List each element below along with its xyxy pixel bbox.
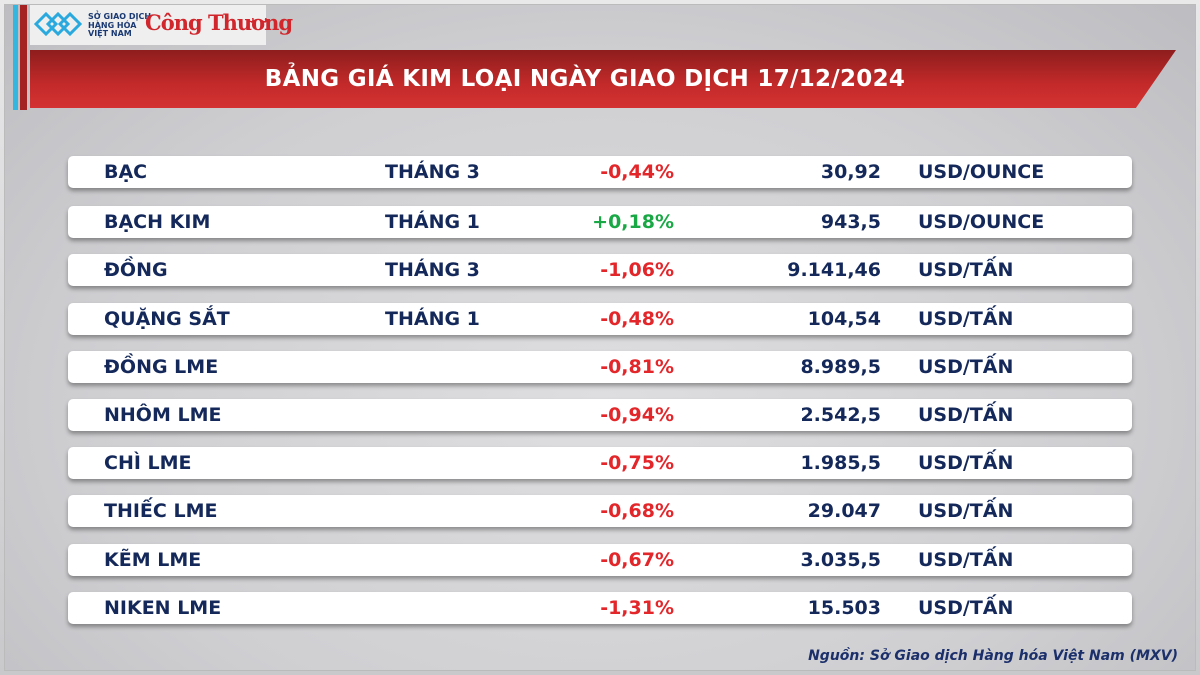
percent-change: -1,06%: [600, 259, 674, 281]
logo-line: VIỆT NAM: [88, 29, 132, 38]
percent-change: -0,81%: [600, 356, 674, 378]
table-row: NIKEN LME -1,31% 15.503 USD/TẤN: [68, 592, 1132, 624]
percent-change: -0,94%: [600, 404, 674, 426]
price-value: 29.047: [807, 500, 881, 522]
metal-name: BẠCH KIM: [104, 211, 211, 233]
price-unit: USD/TẤN: [918, 452, 1014, 474]
percent-change: -0,48%: [600, 308, 674, 330]
metal-name: KẼM LME: [104, 549, 202, 571]
price-unit: USD/TẤN: [918, 597, 1014, 619]
metal-name: QUẶNG SẮT: [104, 308, 230, 330]
logo-line: SỞ GIAO DỊCH: [88, 12, 152, 21]
newspaper-logo: Công Thương: [145, 10, 293, 35]
price-unit: USD/TẤN: [918, 356, 1014, 378]
price-value: 943,5: [820, 211, 881, 233]
price-unit: USD/TẤN: [918, 404, 1014, 426]
metal-name: CHÌ LME: [104, 452, 192, 474]
table-row: THIẾC LME -0,68% 29.047 USD/TẤN: [68, 495, 1132, 527]
percent-change: -0,68%: [600, 500, 674, 522]
price-unit: USD/OUNCE: [918, 211, 1045, 233]
contract-month: THÁNG 1: [385, 211, 480, 233]
price-unit: USD/TẤN: [918, 259, 1014, 281]
price-value: 30,92: [820, 161, 881, 183]
table-row: CHÌ LME -0,75% 1.985,5 USD/TẤN: [68, 447, 1132, 479]
table-row: ĐỒNG LME -0,81% 8.989,5 USD/TẤN: [68, 351, 1132, 383]
accent-stripe-blue: [13, 5, 18, 110]
price-value: 104,54: [807, 308, 881, 330]
source-note: Nguồn: Sở Giao dịch Hàng hóa Việt Nam (M…: [808, 648, 1178, 664]
metal-name: NHÔM LME: [104, 404, 222, 426]
table-row: NHÔM LME -0,94% 2.542,5 USD/TẤN: [68, 399, 1132, 431]
percent-change: -0,44%: [600, 161, 674, 183]
exchange-logo-text: SỞ GIAO DỊCH HÀNG HÓA VIỆT NAM: [88, 12, 152, 39]
price-value: 1.985,5: [800, 452, 881, 474]
mxv-logo-icon: [34, 12, 83, 36]
percent-change: -1,31%: [600, 597, 674, 619]
price-unit: USD/OUNCE: [918, 161, 1045, 183]
price-unit: USD/TẤN: [918, 308, 1014, 330]
price-value: 2.542,5: [800, 404, 881, 426]
table-row: BẠC THÁNG 3 -0,44% 30,92 USD/OUNCE: [68, 156, 1132, 188]
price-unit: USD/TẤN: [918, 549, 1014, 571]
metal-name: ĐỒNG LME: [104, 356, 219, 378]
price-value: 8.989,5: [800, 356, 881, 378]
logo-line: HÀNG HÓA: [88, 20, 137, 30]
accent-stripe-red: [20, 5, 27, 110]
table-row: ĐỒNG THÁNG 3 -1,06% 9.141,46 USD/TẤN: [68, 254, 1132, 286]
page-title: BẢNG GIÁ KIM LOẠI NGÀY GIAO DỊCH 17/12/2…: [264, 66, 906, 92]
contract-month: THÁNG 1: [385, 308, 480, 330]
contract-month: THÁNG 3: [385, 161, 480, 183]
price-value: 3.035,5: [800, 549, 881, 571]
percent-change: -0,75%: [600, 452, 674, 474]
metal-name: BẠC: [104, 161, 148, 183]
price-value: 15.503: [807, 597, 881, 619]
contract-month: THÁNG 3: [385, 259, 480, 281]
metal-name: NIKEN LME: [104, 597, 222, 619]
percent-change: +0,18%: [592, 211, 674, 233]
title-banner: [30, 50, 1176, 108]
metal-name: THIẾC LME: [104, 500, 218, 522]
percent-change: -0,67%: [600, 549, 674, 571]
table-row: QUẶNG SẮT THÁNG 1 -0,48% 104,54 USD/TẤN: [68, 303, 1132, 335]
price-value: 9.141,46: [787, 259, 881, 281]
table-row: BẠCH KIM THÁNG 1 +0,18% 943,5 USD/OUNCE: [68, 206, 1132, 238]
price-unit: USD/TẤN: [918, 500, 1014, 522]
table-row: KẼM LME -0,67% 3.035,5 USD/TẤN: [68, 544, 1132, 576]
metal-name: ĐỒNG: [104, 259, 168, 281]
logo-area: [30, 5, 266, 45]
